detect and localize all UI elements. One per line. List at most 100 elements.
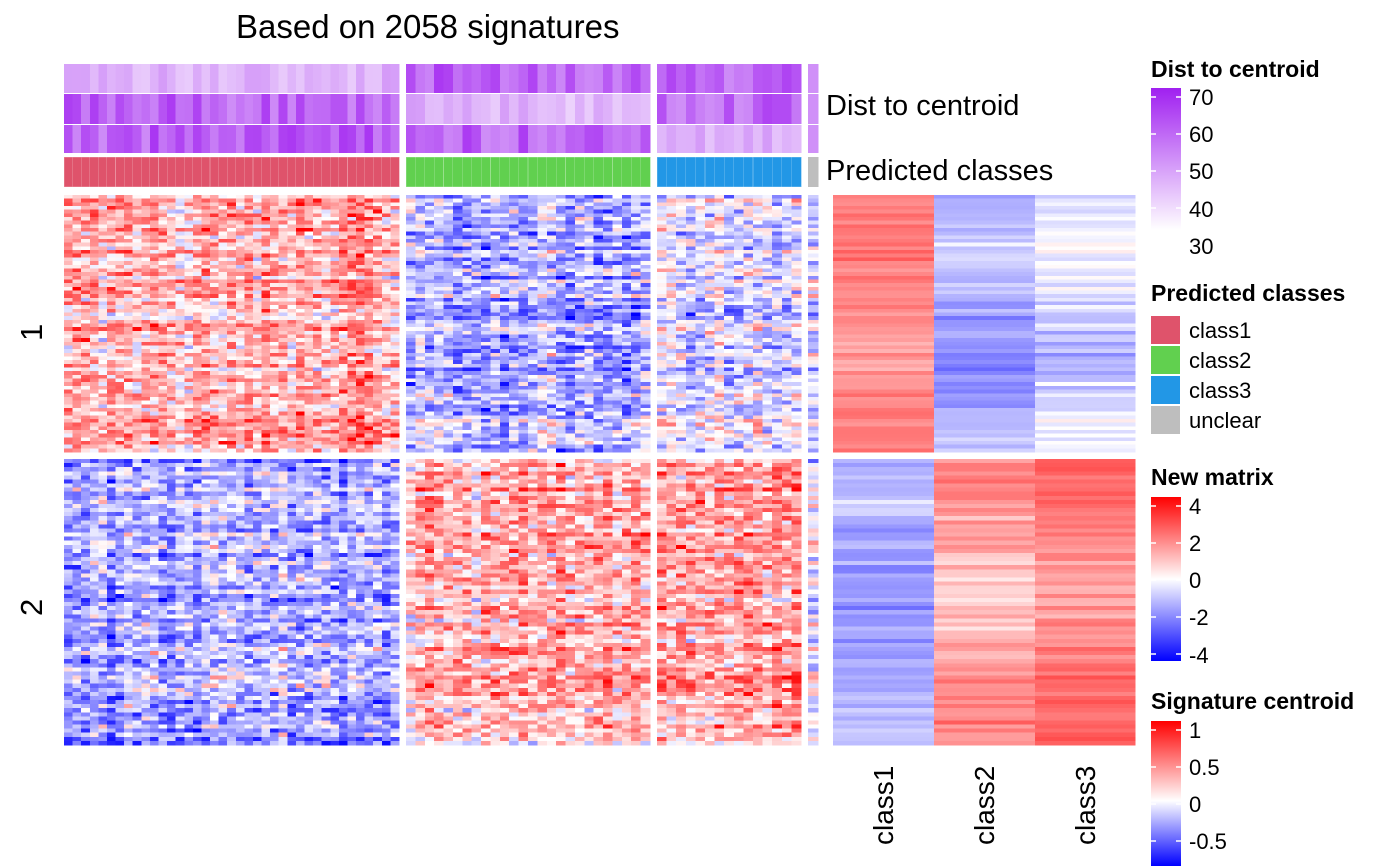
matrix-cell <box>509 396 520 401</box>
matrix-cell <box>124 319 134 324</box>
matrix-cell <box>462 264 473 269</box>
matrix-cell <box>603 231 613 236</box>
matrix-cell <box>666 371 677 376</box>
matrix-cell <box>338 217 348 222</box>
matrix-cell <box>330 301 340 306</box>
matrix-cell <box>640 396 651 401</box>
matrix-cell <box>158 224 168 229</box>
matrix-cell <box>252 385 262 390</box>
matrix-cell <box>210 411 220 416</box>
matrix-cell <box>640 242 651 247</box>
matrix-cell <box>452 206 463 211</box>
matrix-cell <box>424 385 435 390</box>
matrix-cell <box>261 341 271 346</box>
matrix-cell <box>167 275 177 280</box>
matrix-cell <box>192 404 202 409</box>
matrix-cell <box>98 338 108 343</box>
matrix-cell <box>612 367 623 372</box>
matrix-cell <box>89 345 99 350</box>
matrix-cell <box>471 352 482 357</box>
matrix-cell <box>72 338 82 343</box>
matrix-cell <box>593 330 604 335</box>
matrix-cell <box>278 330 288 335</box>
matrix-cell <box>321 235 331 240</box>
matrix-cell <box>452 294 463 299</box>
matrix-cell <box>252 202 262 207</box>
matrix-cell <box>184 301 194 306</box>
matrix-cell <box>518 389 529 394</box>
matrix-cell <box>330 253 340 258</box>
matrix-cell <box>252 433 262 438</box>
matrix-cell <box>210 338 220 343</box>
matrix-cell <box>603 418 613 424</box>
matrix-cell <box>201 297 211 302</box>
matrix-cell <box>270 396 280 401</box>
matrix-cell <box>98 415 108 420</box>
matrix-cell <box>518 261 529 266</box>
matrix-cell <box>184 253 194 258</box>
matrix-cell <box>98 429 108 435</box>
matrix-cell <box>244 290 254 295</box>
matrix-cell <box>556 224 566 229</box>
matrix-cell <box>330 437 340 442</box>
matrix-cell <box>565 268 576 273</box>
matrix-cell <box>184 290 194 295</box>
matrix-cell <box>356 305 366 310</box>
matrix-cell <box>64 224 73 229</box>
matrix-cell <box>244 415 254 420</box>
matrix-cell <box>158 323 168 328</box>
dist-cell <box>808 94 819 124</box>
matrix-cell <box>330 231 340 236</box>
matrix-cell <box>175 444 185 449</box>
matrix-cell <box>593 206 604 211</box>
matrix-cell <box>424 264 435 269</box>
matrix-cell <box>565 235 576 240</box>
matrix-cell <box>373 360 383 365</box>
matrix-cell <box>64 261 73 266</box>
dist-cell <box>390 64 400 93</box>
matrix-cell <box>621 217 632 222</box>
matrix-cell <box>415 429 426 435</box>
matrix-cell <box>415 305 426 310</box>
matrix-cell <box>364 264 374 269</box>
matrix-cell <box>235 400 245 405</box>
matrix-cell <box>424 224 435 229</box>
matrix-cell <box>390 426 400 431</box>
matrix-cell <box>184 268 194 273</box>
matrix-cell <box>546 404 557 409</box>
matrix-cell <box>89 312 99 317</box>
matrix-cell <box>424 371 435 376</box>
matrix-cell <box>565 334 576 339</box>
matrix-cell <box>424 283 435 288</box>
matrix-cell <box>89 352 99 357</box>
matrix-cell <box>462 407 473 413</box>
matrix-cell <box>631 261 642 266</box>
matrix-cell <box>631 338 642 343</box>
matrix-cell <box>347 279 357 284</box>
matrix-cell <box>490 272 501 277</box>
matrix-cell <box>584 294 595 299</box>
matrix-cell <box>81 206 91 211</box>
matrix-cell <box>175 246 185 251</box>
matrix-cell <box>72 356 82 361</box>
matrix-cell <box>141 404 151 409</box>
matrix-cell <box>381 239 391 244</box>
matrix-cell <box>528 323 538 328</box>
matrix-cell <box>132 220 142 225</box>
matrix-cell <box>443 257 454 262</box>
matrix-cell <box>481 363 491 368</box>
matrix-cell <box>149 246 159 251</box>
matrix-cell <box>235 437 245 442</box>
matrix-cell <box>390 400 400 405</box>
matrix-cell <box>270 195 280 200</box>
matrix-cell <box>509 294 520 299</box>
matrix-cell <box>452 422 463 427</box>
matrix-cell <box>64 444 73 449</box>
matrix-cell <box>471 264 482 269</box>
matrix-cell <box>537 360 548 365</box>
class-cell <box>355 156 366 188</box>
matrix-cell <box>490 279 501 284</box>
matrix-cell <box>175 228 185 233</box>
dist-cell <box>471 94 482 124</box>
matrix-cell <box>546 382 557 387</box>
